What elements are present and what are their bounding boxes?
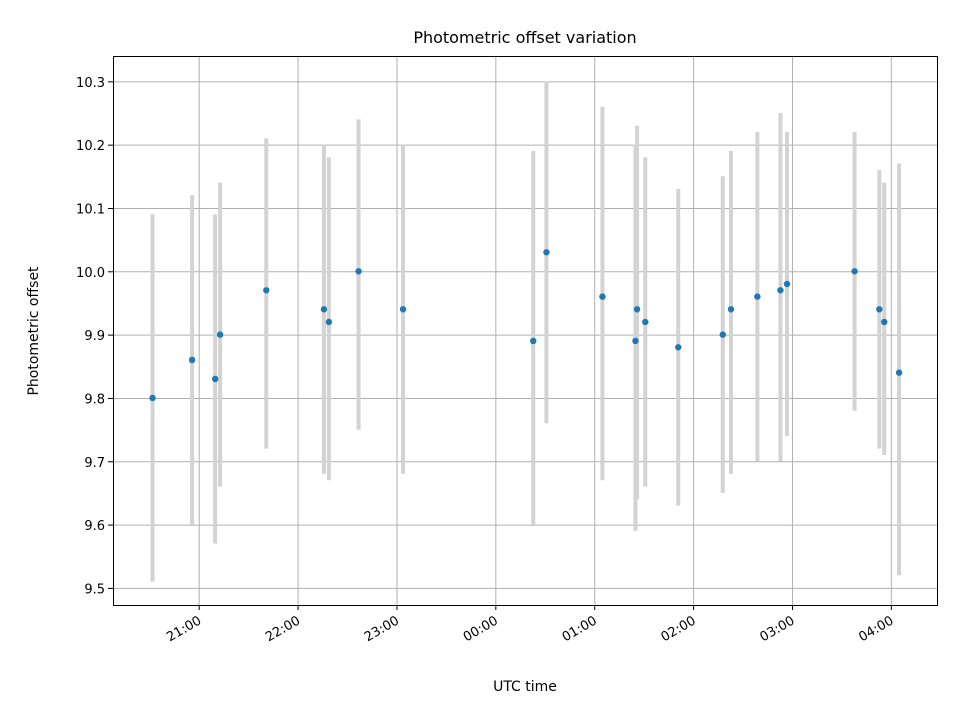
chart-title: Photometric offset variation (413, 28, 636, 47)
data-point (216, 331, 224, 338)
plot-frame (113, 56, 938, 606)
data-point (530, 337, 537, 345)
y-tick-label: 9.6 (84, 519, 105, 534)
data-point (188, 356, 196, 364)
data-point (727, 306, 735, 313)
data-point (642, 318, 649, 326)
data-point (149, 394, 156, 402)
data-point (399, 306, 407, 313)
y-tick-label: 9.9 (84, 329, 105, 344)
y-tick-label: 10.0 (76, 266, 105, 281)
point-layer (149, 249, 903, 402)
data-point (543, 249, 550, 256)
y-tick-label: 10.2 (76, 139, 105, 154)
data-point (777, 287, 784, 294)
y-axis-label: Photometric offset (26, 266, 42, 396)
data-point (754, 293, 761, 300)
data-point (719, 331, 726, 338)
data-point (876, 306, 883, 313)
y-tick-label: 9.7 (84, 456, 105, 471)
data-point (355, 268, 362, 275)
data-point (675, 344, 682, 351)
data-point (211, 375, 219, 383)
data-point (783, 280, 791, 288)
data-point (851, 268, 858, 275)
data-point (632, 337, 639, 345)
x-axis-label: UTC time (493, 679, 557, 695)
data-point (633, 306, 641, 313)
grid-layer (113, 56, 937, 605)
data-point (599, 293, 606, 300)
data-point (895, 369, 903, 376)
data-point (263, 287, 270, 294)
data-point (881, 318, 888, 326)
data-point (320, 306, 328, 313)
data-point (325, 318, 333, 326)
y-tick-label: 10.3 (76, 76, 105, 91)
y-tick-label: 9.8 (84, 392, 105, 407)
y-tick-label: 10.1 (76, 202, 105, 217)
y-tick-label: 9.5 (84, 582, 105, 597)
